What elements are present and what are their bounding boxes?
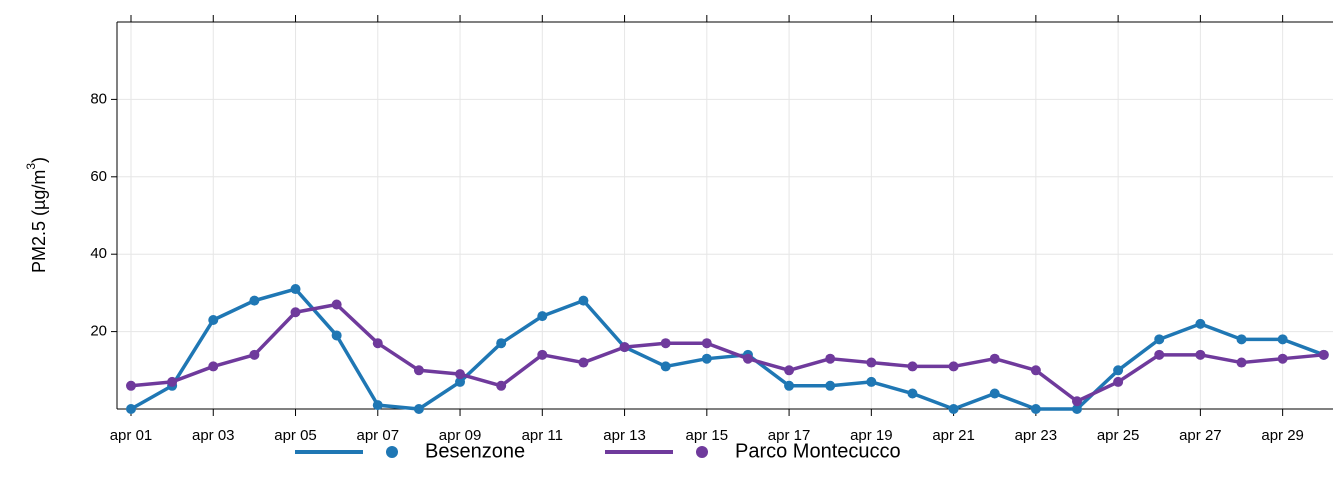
x-tick-label: apr 09 [439, 427, 482, 444]
x-tick-label: apr 03 [192, 427, 235, 444]
data-point [290, 284, 301, 295]
data-point [167, 376, 178, 387]
x-tick-label: apr 15 [686, 427, 729, 444]
data-point [208, 314, 219, 325]
series-group [126, 284, 1329, 414]
x-tick-label: apr 27 [1179, 427, 1222, 444]
data-point [496, 338, 507, 349]
y-axis-title-superscript: 3 [24, 163, 38, 170]
legend-item: Parco Montecucco [605, 440, 901, 462]
data-point [1113, 365, 1124, 376]
data-point [1318, 349, 1329, 360]
data-point [331, 299, 342, 310]
series-line [130, 302, 1324, 404]
x-tick-label: apr 19 [850, 427, 893, 444]
data-point [537, 349, 548, 360]
data-point [1030, 404, 1041, 414]
data-point [784, 365, 795, 376]
y-axis-title-close: ) [29, 157, 49, 163]
data-point [825, 353, 836, 364]
data-point [496, 380, 507, 391]
data-point [1154, 334, 1165, 345]
y-tick-label: 80 [90, 90, 107, 107]
y-tick-label: 20 [90, 323, 107, 340]
data-point [372, 338, 383, 349]
data-point [1236, 357, 1247, 368]
x-tick-label: apr 05 [274, 427, 317, 444]
data-point [455, 369, 466, 380]
legend-item: Besenzone [295, 440, 525, 462]
legend-marker-swatch [696, 446, 708, 458]
data-point [578, 357, 589, 368]
data-point [1277, 334, 1288, 345]
data-point [537, 311, 548, 322]
data-point [1277, 353, 1288, 364]
data-point [1113, 376, 1124, 387]
x-tick-label: apr 07 [357, 427, 400, 444]
series-1 [126, 284, 1329, 414]
data-point [866, 376, 877, 387]
data-point [208, 361, 219, 372]
data-point [989, 388, 1000, 399]
grid [117, 22, 1333, 409]
x-tick-label: apr 29 [1261, 427, 1304, 444]
data-point [907, 361, 918, 372]
data-point [290, 307, 301, 318]
legend: Besenzone Parco Montecucco [295, 440, 901, 462]
legend-marker-swatch [386, 446, 398, 458]
data-point [249, 349, 260, 360]
data-point [1071, 404, 1082, 414]
data-point [413, 365, 424, 376]
data-point [1195, 318, 1206, 329]
data-point [455, 376, 466, 387]
y-tick-label: 40 [90, 245, 107, 262]
x-tick-label: apr 13 [603, 427, 646, 444]
data-point [660, 338, 671, 349]
data-point [126, 404, 136, 414]
y-axis-title: PM2.5 (µg/m3) [24, 157, 49, 273]
legend-label: Parco Montecucco [735, 440, 901, 462]
data-point [578, 295, 589, 306]
data-point [1154, 349, 1165, 360]
data-point [742, 353, 753, 364]
data-point [701, 338, 712, 349]
legend-label: Besenzone [425, 440, 525, 462]
data-point [825, 380, 836, 391]
data-point [948, 361, 959, 372]
data-point [907, 388, 918, 399]
y-axis-title-main: PM2.5 (µg/m [29, 170, 49, 273]
data-point [249, 295, 260, 306]
data-point [1195, 349, 1206, 360]
series-line [130, 287, 1325, 411]
data-point [866, 357, 877, 368]
data-point [1236, 334, 1247, 345]
data-point [1071, 396, 1082, 407]
axes: 20 40 60 80 apr 01 apr 03 apr 05 apr 07 apr 09 ap… [90, 15, 1333, 444]
data-point [948, 404, 959, 414]
data-point [331, 330, 342, 341]
data-point [1030, 365, 1041, 376]
data-point [413, 404, 424, 414]
x-tick-label: apr 21 [932, 427, 975, 444]
y-tick-label: 60 [90, 168, 107, 185]
x-tick-label: apr 01 [110, 427, 153, 444]
data-point [784, 380, 795, 391]
x-tick-label: apr 25 [1097, 427, 1140, 444]
x-tick-label: apr 17 [768, 427, 811, 444]
data-point [372, 400, 383, 411]
x-tick-label: apr 11 [522, 427, 563, 444]
data-point [989, 353, 1000, 364]
series-2 [126, 299, 1329, 407]
data-point [619, 342, 630, 353]
x-tick-label: apr 23 [1015, 427, 1058, 444]
data-point [701, 353, 712, 364]
data-point [126, 380, 136, 391]
data-point [660, 361, 671, 372]
